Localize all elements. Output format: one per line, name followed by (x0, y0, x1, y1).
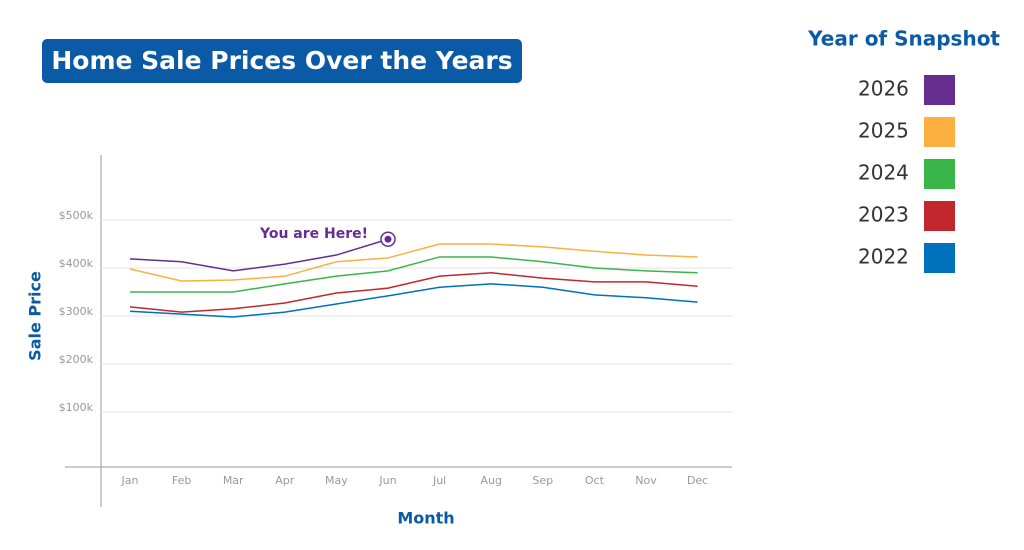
x-tick-label: Jul (432, 474, 446, 487)
legend-title: Year of Snapshot (807, 27, 1000, 51)
y-tick-label: $200k (59, 353, 94, 366)
annotation: You are Here! (259, 226, 368, 242)
title-box (42, 39, 522, 83)
x-tick-label: Oct (585, 474, 605, 487)
legend-label: 2025 (858, 119, 909, 143)
x-tick-label: Feb (172, 474, 191, 487)
y-tick-label: $300k (59, 305, 94, 318)
legend-swatch (924, 75, 955, 105)
x-tick-label: Jan (121, 474, 139, 487)
x-tick-label: May (325, 474, 348, 487)
series-line (130, 256, 698, 293)
x-axis-label: Month (397, 509, 454, 528)
series-line (129, 272, 698, 313)
legend-swatch (924, 201, 955, 231)
y-tick-label: $500k (59, 209, 94, 222)
y-tick-label: $100k (59, 401, 94, 414)
y-tick-label: $400k (59, 257, 94, 270)
marker-dot (384, 235, 392, 243)
series-line (129, 243, 698, 282)
x-tick-label: Dec (687, 474, 708, 487)
chart-title: Home Sale Prices Over the Years (51, 46, 512, 75)
legend-label: 2023 (858, 203, 909, 227)
x-tick-label: Sep (532, 474, 553, 487)
y-axis-label: Sale Price (26, 271, 45, 361)
x-tick-label: Nov (635, 474, 657, 487)
legend-swatch (924, 159, 955, 189)
x-tick-label: Aug (480, 474, 501, 487)
series-line (129, 238, 389, 272)
legend-label: 2022 (858, 245, 909, 269)
legend-swatch (924, 117, 955, 147)
legend-label: 2026 (858, 77, 909, 101)
x-tick-label: Mar (223, 474, 244, 487)
series-line (129, 283, 698, 318)
x-tick-label: Jun (378, 474, 396, 487)
legend-swatch (924, 243, 955, 273)
x-tick-label: Apr (275, 474, 295, 487)
legend-label: 2024 (858, 161, 909, 185)
